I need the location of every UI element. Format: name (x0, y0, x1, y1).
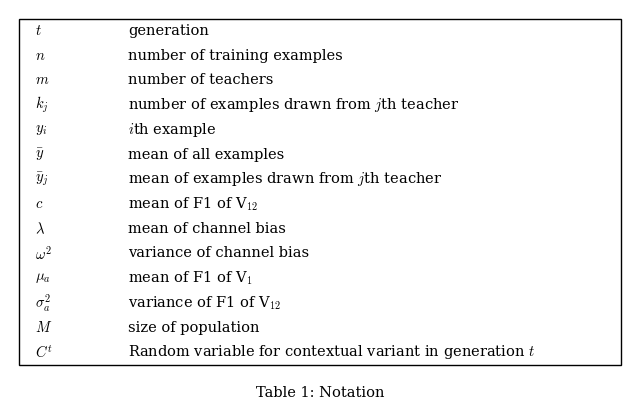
Text: $k_j$: $k_j$ (35, 95, 49, 115)
Text: mean of F1 of V$_1$: mean of F1 of V$_1$ (128, 269, 253, 287)
Text: $n$: $n$ (35, 49, 45, 63)
Text: $\lambda$: $\lambda$ (35, 221, 45, 236)
Text: generation: generation (128, 24, 209, 38)
Text: $i$th example: $i$th example (128, 121, 216, 139)
Text: $\mu_a$: $\mu_a$ (35, 271, 51, 285)
Text: Table 1: Notation: Table 1: Notation (256, 386, 384, 400)
Text: $c$: $c$ (35, 197, 44, 211)
Text: number of training examples: number of training examples (128, 49, 343, 63)
Text: Random variable for contextual variant in generation $t$: Random variable for contextual variant i… (128, 343, 535, 361)
Text: $m$: $m$ (35, 73, 49, 87)
Text: $\sigma_a^2$: $\sigma_a^2$ (35, 292, 51, 314)
Text: $\omega^2$: $\omega^2$ (35, 244, 52, 262)
Text: size of population: size of population (128, 321, 259, 335)
Bar (19, 19, 621, 365)
Text: mean of examples drawn from $j$th teacher: mean of examples drawn from $j$th teache… (128, 170, 442, 188)
Text: $\bar{y}_j$: $\bar{y}_j$ (35, 171, 49, 188)
Text: number of teachers: number of teachers (128, 73, 273, 87)
Text: variance of F1 of V$_{12}$: variance of F1 of V$_{12}$ (128, 294, 281, 311)
Text: mean of F1 of V$_{12}$: mean of F1 of V$_{12}$ (128, 195, 258, 213)
Text: $\bar{y}$: $\bar{y}$ (35, 146, 44, 163)
Text: $t$: $t$ (35, 24, 42, 38)
Text: variance of channel bias: variance of channel bias (128, 246, 309, 260)
Text: mean of channel bias: mean of channel bias (128, 222, 286, 236)
Text: $y_i$: $y_i$ (35, 123, 47, 137)
Text: $C^t$: $C^t$ (35, 344, 53, 360)
Text: number of examples drawn from $j$th teacher: number of examples drawn from $j$th teac… (128, 96, 460, 114)
Text: mean of all examples: mean of all examples (128, 147, 284, 162)
Text: $M$: $M$ (35, 320, 52, 335)
